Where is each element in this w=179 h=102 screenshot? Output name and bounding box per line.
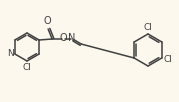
Text: Cl: Cl (144, 23, 153, 32)
Text: N: N (68, 33, 76, 43)
Text: O: O (59, 33, 67, 43)
Text: O: O (44, 17, 51, 27)
Text: N: N (7, 49, 13, 59)
Text: Cl: Cl (164, 54, 173, 64)
Text: Cl: Cl (23, 64, 32, 73)
